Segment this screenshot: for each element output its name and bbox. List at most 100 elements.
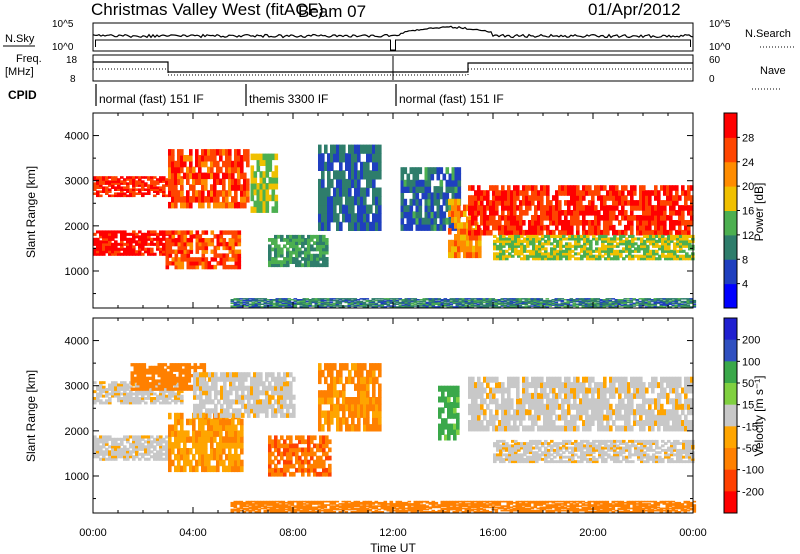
heatmap-cell bbox=[239, 299, 244, 302]
heatmap-cell bbox=[494, 302, 499, 305]
heatmap-cell bbox=[174, 201, 178, 209]
heatmap-cell bbox=[166, 382, 171, 386]
heatmap-cell bbox=[278, 306, 283, 308]
heatmap-cell bbox=[662, 302, 667, 305]
heatmap-cell bbox=[565, 257, 569, 261]
heatmap-cell bbox=[526, 239, 530, 243]
heatmap-cell bbox=[314, 303, 319, 305]
heatmap-cell bbox=[658, 254, 662, 258]
heatmap-cell bbox=[473, 299, 478, 302]
heatmap-cell bbox=[148, 371, 153, 375]
heatmap-cell bbox=[633, 215, 637, 221]
heatmap-cell bbox=[581, 301, 586, 304]
heatmap-cell bbox=[132, 182, 136, 185]
heatmap-cell bbox=[511, 242, 515, 246]
heatmap-cell bbox=[659, 303, 664, 305]
heatmap-cell bbox=[633, 190, 637, 196]
heatmap-cell bbox=[156, 455, 160, 459]
heatmap-cell bbox=[141, 240, 145, 244]
heatmap-cell bbox=[302, 298, 307, 300]
heatmap-cell bbox=[153, 447, 157, 451]
heatmap-cell bbox=[451, 245, 455, 253]
heatmap-cell bbox=[607, 244, 611, 248]
heatmap-cell bbox=[150, 230, 154, 234]
heatmap-cell bbox=[156, 245, 160, 249]
heatmap-cell bbox=[298, 238, 302, 242]
heatmap-cell bbox=[351, 204, 355, 214]
heatmap-cell bbox=[277, 394, 281, 400]
heatmap-cell bbox=[274, 399, 278, 405]
heatmap-cell bbox=[534, 195, 538, 201]
heatmap-cell bbox=[278, 299, 283, 301]
heatmap-cell bbox=[464, 299, 469, 301]
heatmap-cell bbox=[243, 178, 247, 185]
heatmap-cell bbox=[543, 190, 547, 196]
heatmap-cell bbox=[145, 382, 150, 386]
heatmap-cell bbox=[246, 196, 250, 203]
heatmap-cell bbox=[105, 240, 109, 244]
heatmap-cell bbox=[234, 430, 238, 437]
heatmap-cell bbox=[93, 192, 97, 195]
heatmap-cell bbox=[485, 305, 490, 307]
heatmap-cell bbox=[198, 418, 202, 426]
heatmap-cell bbox=[266, 300, 271, 303]
heatmap-cell bbox=[335, 301, 340, 304]
heatmap-cell bbox=[344, 299, 349, 302]
heatmap-cell bbox=[210, 442, 214, 449]
heatmap-cell bbox=[129, 390, 133, 394]
heatmap-cell bbox=[322, 238, 326, 242]
heatmap-cell bbox=[653, 302, 658, 305]
heatmap-cell bbox=[162, 178, 166, 181]
heatmap-cell bbox=[604, 234, 608, 238]
heatmap-cell bbox=[598, 252, 602, 256]
heatmap-cell bbox=[507, 224, 511, 231]
heatmap-cell bbox=[293, 303, 298, 305]
heatmap-cell bbox=[648, 210, 652, 216]
heatmap-cell bbox=[526, 234, 530, 238]
heatmap-cell bbox=[422, 304, 427, 306]
heatmap-cell bbox=[138, 442, 142, 446]
heatmap-cell bbox=[318, 187, 322, 197]
heatmap-cell bbox=[461, 304, 466, 306]
colorbar-swatch bbox=[724, 113, 737, 138]
heatmap-cell bbox=[162, 232, 166, 236]
heatmap-cell bbox=[159, 230, 163, 234]
heatmap-cell bbox=[324, 196, 328, 206]
heatmap-cell bbox=[657, 195, 661, 201]
heatmap-cell bbox=[366, 221, 370, 231]
heatmap-cell bbox=[479, 299, 484, 302]
heatmap-cell bbox=[237, 453, 241, 461]
heatmap-cell bbox=[374, 306, 379, 308]
heatmap-cell bbox=[443, 303, 448, 305]
heatmap-cell bbox=[187, 379, 192, 383]
heatmap-cell bbox=[274, 376, 278, 382]
heatmap-cell bbox=[375, 187, 379, 197]
heatmap-cell bbox=[692, 305, 697, 307]
heatmap-cell bbox=[403, 224, 408, 231]
heatmap-cell bbox=[198, 241, 203, 247]
heatmap-cell bbox=[646, 254, 650, 258]
heatmap-cell bbox=[93, 397, 97, 400]
heatmap-cell bbox=[601, 249, 605, 253]
heatmap-cell bbox=[142, 363, 147, 367]
heatmap-cell bbox=[351, 221, 355, 231]
heatmap-cell bbox=[157, 387, 162, 391]
heatmap-cell bbox=[623, 301, 628, 304]
heatmap-cell bbox=[120, 182, 124, 185]
heatmap-cell bbox=[574, 247, 578, 251]
heatmap-cell bbox=[162, 176, 166, 179]
heatmap-cell bbox=[533, 302, 538, 305]
heatmap-cell bbox=[342, 187, 346, 197]
heatmap-cell bbox=[654, 195, 658, 201]
heatmap-cell bbox=[369, 153, 373, 163]
heatmap-cell bbox=[120, 401, 124, 405]
heatmap-cell bbox=[581, 304, 586, 306]
heatmap-cell bbox=[425, 303, 430, 305]
heatmap-cell bbox=[102, 385, 106, 389]
heatmap-cell bbox=[380, 300, 385, 303]
heatmap-cell bbox=[211, 376, 215, 382]
heatmap-cell bbox=[322, 250, 326, 255]
heatmap-cell bbox=[234, 190, 238, 197]
heatmap-cell bbox=[664, 239, 668, 243]
